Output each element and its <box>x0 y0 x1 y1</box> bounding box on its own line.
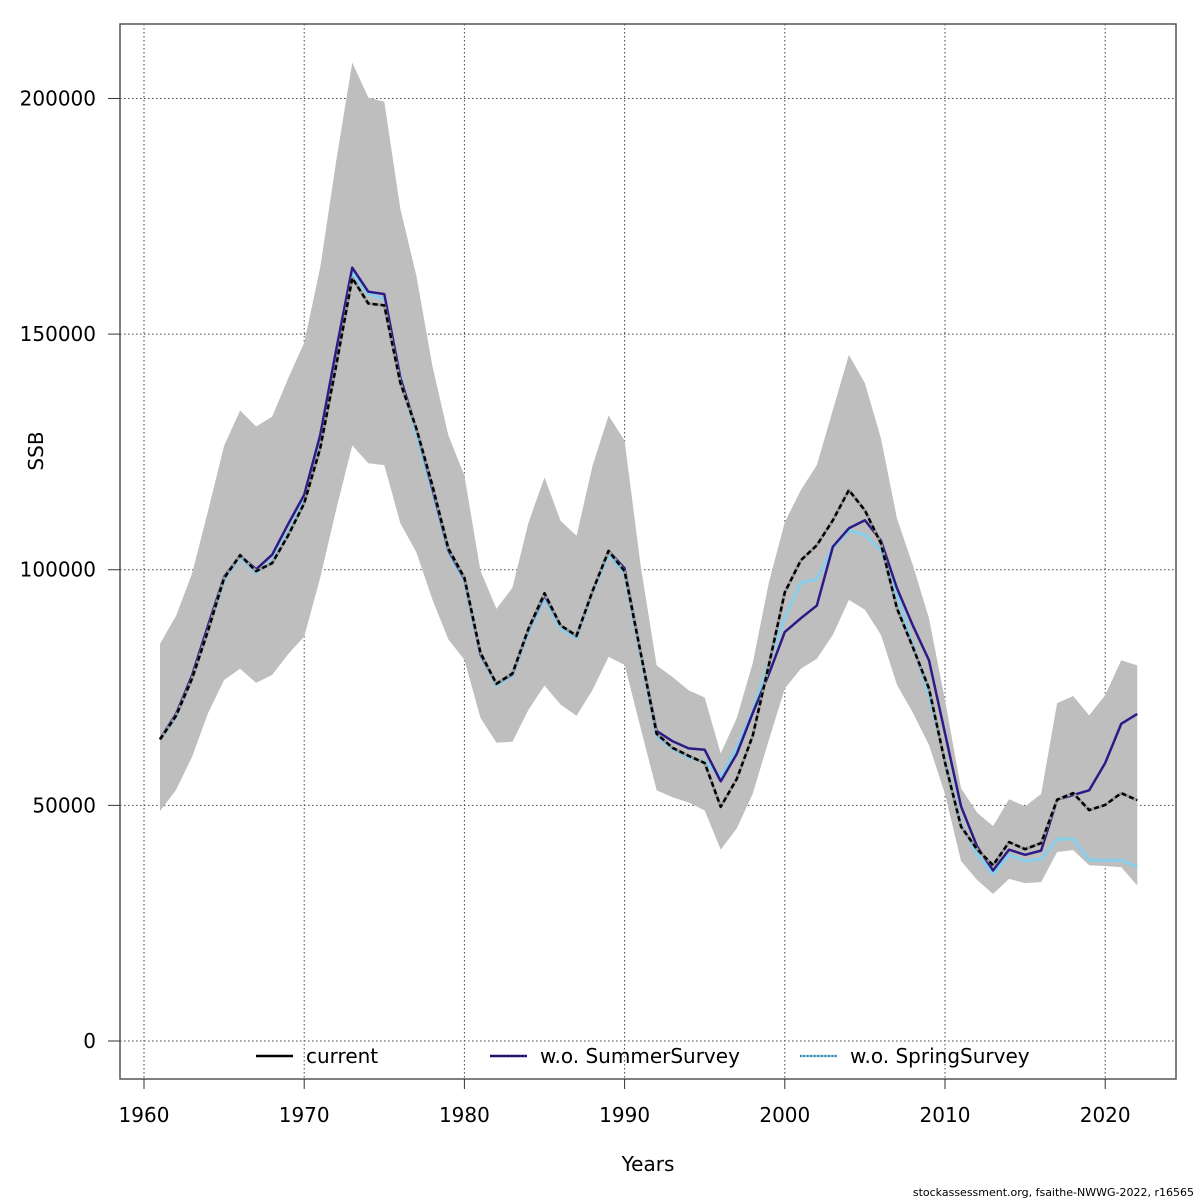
y-tick-label: 0 <box>83 1029 96 1053</box>
x-tick-label: 1990 <box>599 1103 650 1127</box>
y-tick-label: 150000 <box>20 322 96 346</box>
axes: 1960 1970 1980 1990 2000 2010 2020 0 50000 100000… <box>20 86 1131 1127</box>
y-tick-label: 50000 <box>32 793 96 817</box>
legend-label: w.o. SummerSurvey <box>540 1044 740 1068</box>
y-tick-label: 100000 <box>20 558 96 582</box>
legend-label: w.o. SpringSurvey <box>850 1044 1030 1068</box>
legend-label: current <box>306 1044 378 1068</box>
legend: current w.o. SummerSurvey w.o. SpringSurve… <box>256 1044 1030 1068</box>
series-layer <box>158 266 1138 876</box>
confidence-band <box>160 62 1138 894</box>
y-axis-title: SSB <box>24 431 48 470</box>
legend-item: current <box>256 1044 378 1068</box>
plot-frame <box>119 23 1177 1080</box>
y-tick-label: 200000 <box>20 86 96 110</box>
x-tick-label: 1960 <box>119 1103 170 1127</box>
series-line-current <box>158 276 1138 867</box>
x-tick-label: 1970 <box>279 1103 330 1127</box>
legend-item: w.o. SummerSurvey <box>490 1044 740 1068</box>
x-tick-label: 2020 <box>1080 1103 1131 1127</box>
x-tick-label: 1980 <box>439 1103 490 1127</box>
legend-item: w.o. SpringSurvey <box>800 1044 1030 1068</box>
x-axis-title: Years <box>621 1152 675 1176</box>
x-tick-label: 2010 <box>920 1103 971 1127</box>
footer-credit: stockassessment.org, fsaithe-NWWG-2022, … <box>912 1186 1194 1199</box>
x-tick-label: 2000 <box>759 1103 810 1127</box>
confidence-band-layer <box>160 62 1138 894</box>
